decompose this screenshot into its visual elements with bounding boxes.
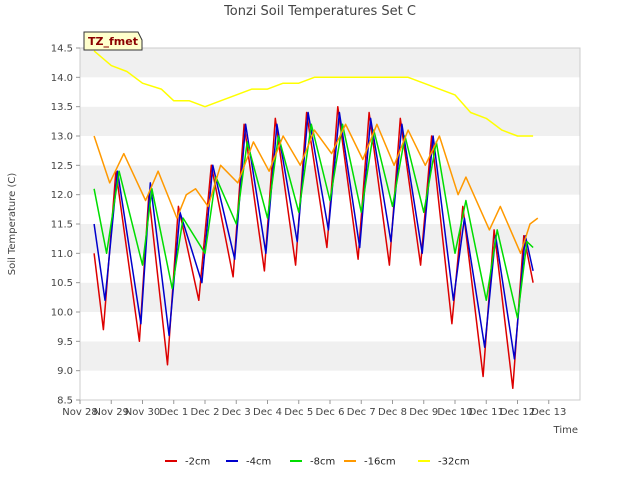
grid-band <box>80 253 580 283</box>
y-tick-label: 9.5 <box>57 337 73 348</box>
y-tick-label: 14.0 <box>51 73 73 84</box>
series-line-4cm <box>93 111 534 360</box>
x-tick-label: Dec 2 <box>191 407 220 418</box>
station-badge-label: TZ_fmet <box>88 35 138 48</box>
x-tick-label: Dec 9 <box>409 407 438 418</box>
series-line-8cm <box>93 123 534 319</box>
x-tick-label: Dec 1 <box>159 407 188 418</box>
y-tick-label: 12.0 <box>51 190 73 201</box>
x-tick-label: Nov 30 <box>125 407 160 418</box>
y-axis-ticks: 8.5 9.0 9.5 10.0 10.5 11.0 11.5 12.0 12.5 13.0 13.… <box>51 44 80 407</box>
series-layer <box>93 50 539 390</box>
y-axis-label: Soil Temperature (C) <box>7 173 18 276</box>
x-axis-label: Time <box>553 425 578 436</box>
grid-band <box>80 106 580 136</box>
chart-title: Tonzi Soil Temperatures Set C <box>223 4 416 19</box>
y-tick-label: 11.5 <box>51 220 73 231</box>
legend: -2cm -4cm -8cm -16cm -32cm <box>165 457 470 468</box>
x-tick-label: Dec 11 <box>469 407 504 418</box>
x-tick-label: Dec 12 <box>500 407 535 418</box>
station-badge-box <box>83 31 143 51</box>
x-tick-label: Dec 6 <box>316 407 345 418</box>
y-tick-label: 11.0 <box>51 249 73 260</box>
grid-band <box>80 77 580 107</box>
y-tick-label: 14.5 <box>51 44 73 55</box>
x-tick-label: Dec 8 <box>378 407 407 418</box>
grid-band <box>80 165 580 195</box>
grid-band <box>80 48 580 78</box>
grid-band <box>80 370 580 400</box>
x-tick-label: Dec 4 <box>253 407 282 418</box>
series-line-2cm <box>93 105 534 390</box>
x-tick-label: Dec 13 <box>531 407 566 418</box>
y-tick-label: 10.5 <box>51 278 73 289</box>
y-tick-label: 13.5 <box>51 102 73 113</box>
x-tick-label: Dec 5 <box>284 407 313 418</box>
legend-label: -32cm <box>438 457 470 468</box>
y-tick-label: 13.0 <box>51 132 73 143</box>
y-tick-label: 10.0 <box>51 308 73 319</box>
y-tick-label: 9.0 <box>57 366 73 377</box>
y-tick-label: 12.5 <box>51 161 73 172</box>
series-line-32cm <box>93 50 534 137</box>
x-tick-label: Nov 28 <box>62 407 97 418</box>
series-line-16cm <box>93 123 539 255</box>
station-badge: TZ_fmet <box>83 31 143 51</box>
x-tick-label: Nov 29 <box>94 407 129 418</box>
x-tick-label: Dec 7 <box>347 407 376 418</box>
y-tick-label: 8.5 <box>57 396 73 407</box>
legend-label: -2cm <box>185 457 210 468</box>
legend-label: -4cm <box>246 457 271 468</box>
x-tick-label: Dec 3 <box>222 407 251 418</box>
legend-label: -8cm <box>310 457 335 468</box>
grid-band <box>80 341 580 371</box>
legend-label: -16cm <box>364 457 396 468</box>
x-tick-label: Dec 10 <box>437 407 472 418</box>
